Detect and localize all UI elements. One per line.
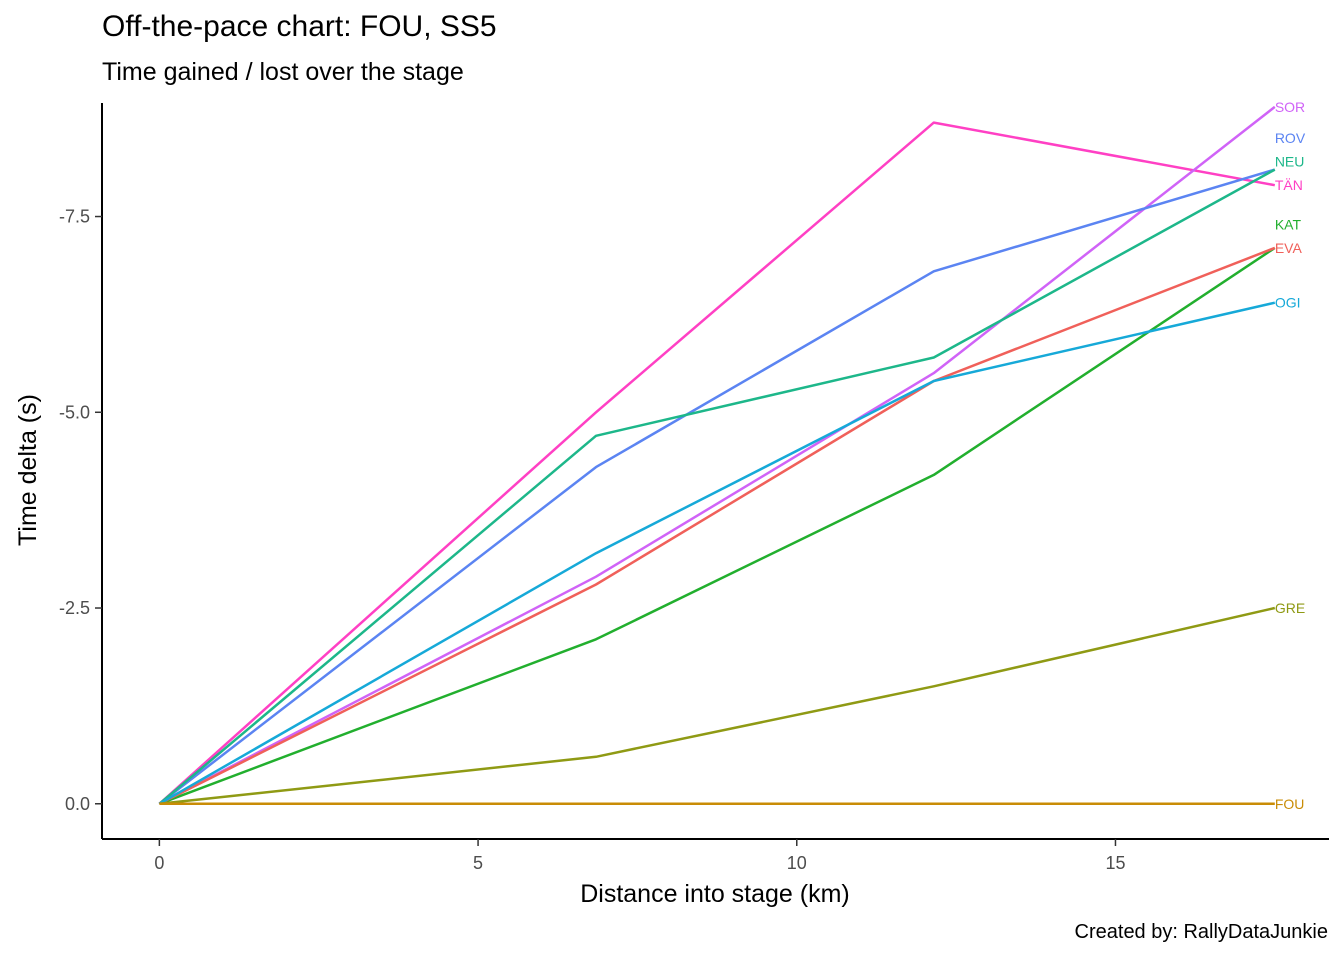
- series-line-sor: [158, 105, 1276, 805]
- y-tick-label: -5.0: [59, 402, 90, 422]
- series-line-rov: [158, 168, 1276, 805]
- ticks: 0 5 10 15 0.0 -2.5 -5.0 -7.5: [59, 207, 1126, 873]
- series-label: EVA: [1275, 240, 1303, 256]
- x-tick-label: 10: [787, 853, 807, 873]
- series-label: TÄN: [1275, 177, 1303, 193]
- series-label: ROV: [1275, 130, 1306, 146]
- x-tick-label: 15: [1105, 853, 1125, 873]
- x-axis-title: Distance into stage (km): [580, 880, 850, 908]
- series-labels: TÄN SOR ROV NEU KAT EVA OGI GRE FOU: [1275, 99, 1306, 812]
- x-tick-label: 0: [154, 853, 164, 873]
- chart-subtitle: Time gained / lost over the stage: [102, 58, 464, 86]
- series-line-tän: [158, 121, 1276, 805]
- x-tick-label: 5: [473, 853, 483, 873]
- chart-title: Off-the-pace chart: FOU, SS5: [102, 10, 497, 43]
- series-line-gre: [159, 606, 1276, 806]
- series-label: KAT: [1275, 216, 1302, 232]
- series-label: GRE: [1275, 600, 1305, 616]
- series-label: NEU: [1275, 154, 1305, 170]
- axes: [101, 103, 1329, 840]
- series-line-ogi: [158, 301, 1276, 805]
- series-line-eva: [158, 246, 1276, 805]
- series-line-neu: [158, 168, 1276, 805]
- series-label: SOR: [1275, 99, 1305, 115]
- chart-caption: Created by: RallyDataJunkie: [1074, 921, 1328, 943]
- series-line-kat: [158, 246, 1276, 805]
- series-label: OGI: [1275, 295, 1301, 311]
- y-tick-label: 0.0: [65, 794, 90, 814]
- series-label: FOU: [1275, 796, 1305, 812]
- y-tick-label: -2.5: [59, 598, 90, 618]
- series-lines: [158, 105, 1276, 806]
- y-axis-title: Time delta (s): [14, 394, 42, 546]
- y-tick-label: -7.5: [59, 207, 90, 227]
